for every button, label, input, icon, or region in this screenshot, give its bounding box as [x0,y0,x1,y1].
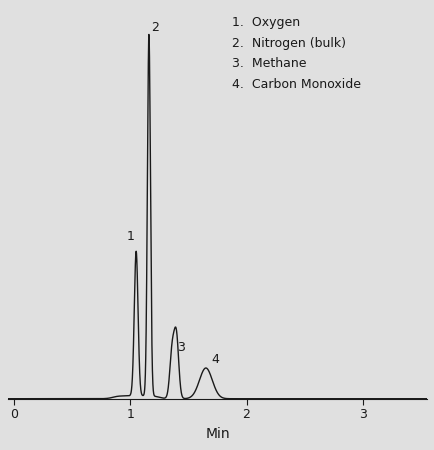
Text: 2: 2 [151,21,159,34]
Text: 4: 4 [211,353,219,366]
X-axis label: Min: Min [205,427,229,441]
Text: 1.  Oxygen
2.  Nitrogen (bulk)
3.  Methane
4.  Carbon Monoxide: 1. Oxygen 2. Nitrogen (bulk) 3. Methane … [232,16,360,91]
Text: 1: 1 [127,230,135,243]
Text: 3: 3 [177,341,184,354]
